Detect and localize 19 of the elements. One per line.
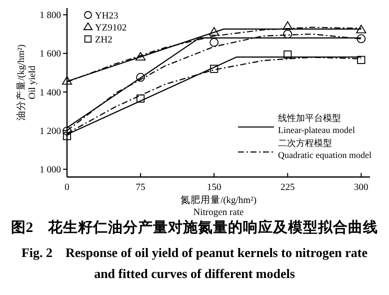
caption: Fig. 2 Response of oil yield of peanut kernels to nitrogen rate and fitted curves of different models <box>21 245 368 281</box>
x-tick-label: 75 <box>136 183 146 193</box>
x-tick-label: 225 <box>280 183 296 193</box>
y-tick-label: 1 000 <box>40 166 62 176</box>
x-tick-label: 150 <box>206 183 222 193</box>
x-axis-title: 氮肥用量/(kg/hm²) Nitrogen rate <box>180 195 257 218</box>
legend-label: YH23 <box>95 12 118 22</box>
y-tick-label: 1 400 <box>40 88 62 98</box>
x-tick-label: 0 <box>64 183 70 193</box>
x-tick-label: 300 <box>354 183 369 193</box>
legend-label: YZ9102 <box>95 24 127 34</box>
y-axis-title: 油分产量/(kg/hm²) Oil yield <box>15 44 38 121</box>
legend-label: ZH2 <box>95 36 113 46</box>
y-tick-label: 1 200 <box>40 126 62 137</box>
caption: 图2 花生籽仁油分产量对施氮量的响应及模型拟合曲线 <box>10 218 378 236</box>
legend-label: 线性加平台模型 Linear-plateau model <box>278 113 356 135</box>
y-tick-label: 1 600 <box>40 50 62 60</box>
legend-label: 二次方程模型 Quadratic equation model <box>278 138 372 160</box>
y-tick-label: 1 800 <box>40 11 62 22</box>
